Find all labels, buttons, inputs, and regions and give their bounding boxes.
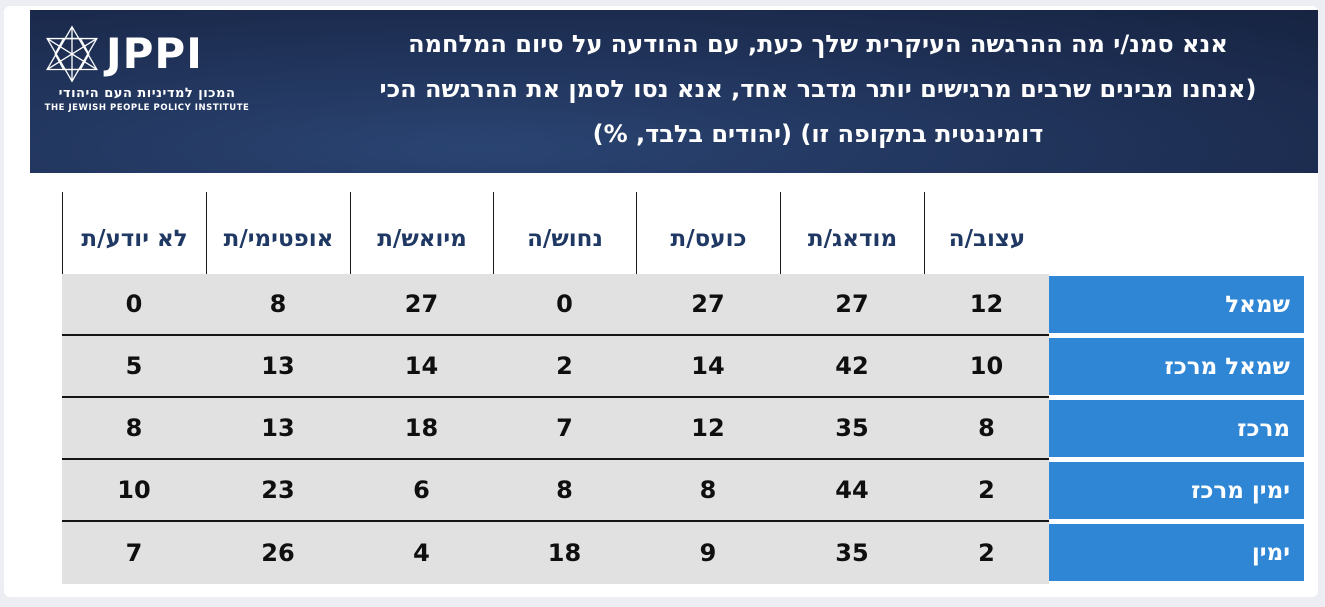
cell-value: 14 [350,336,493,398]
column-header-determined: נחוש/ה [493,192,636,274]
cell-value: 8 [206,274,350,336]
cell-value: 23 [206,460,350,522]
header-label-spacer [1049,192,1304,274]
row-label-center-right: ימין מרכז [1049,460,1304,522]
logo-acronym: JPPI [106,29,203,78]
title-line-2: (אנחנו מבינים שרבים מרגישים יותר מדבר אח… [379,75,1257,103]
title-line-1: אנא סמנ/י מה ההרגשה העיקרית שלך כעת, עם … [408,30,1228,58]
column-header-dont-know: לא יודע/ת [62,192,206,274]
cell-value: 7 [493,398,636,460]
cell-value: 8 [62,398,206,460]
cell-value: 44 [780,460,924,522]
cell-value: 14 [636,336,780,398]
cell-value: 12 [636,398,780,460]
cell-value: 5 [62,336,206,398]
cell-value: 10 [62,460,206,522]
table-header-row: עצוב/ה מודאג/ת כועס/ת נחוש/ה מיואש/ת אופ… [60,192,1304,274]
cell-value: 27 [350,274,493,336]
cell-value: 35 [780,398,924,460]
table-row: ימין מרכז 2 44 8 8 6 23 10 [60,460,1304,522]
cell-value: 7 [62,522,206,584]
row-label-right: ימין [1049,522,1304,584]
column-header-optimistic: אופטימי/ת [206,192,350,274]
table-row: מרכז 8 35 12 7 18 13 8 [60,398,1304,460]
table-row: ימין 2 35 9 18 4 26 7 [60,522,1304,584]
cell-value: 2 [924,522,1049,584]
cell-value: 2 [493,336,636,398]
cell-value: 18 [493,522,636,584]
page-background: JPPI המכון למדיניות העם היהודי THE JEWIS… [4,6,1318,597]
cell-value: 12 [924,274,1049,336]
cell-value: 4 [350,522,493,584]
cell-value: 10 [924,336,1049,398]
cell-value: 13 [206,336,350,398]
header-banner: JPPI המכון למדיניות העם היהודי THE JEWIS… [30,10,1318,173]
star-of-david-icon [42,24,102,84]
table-row: שמאל מרכז 10 42 14 2 14 13 5 [60,336,1304,398]
cell-value: 35 [780,522,924,584]
title-line-3: דומיננטית בתקופה זו) (יהודים בלבד, %) [592,120,1044,148]
cell-value: 0 [493,274,636,336]
cell-value: 2 [924,460,1049,522]
cell-value: 26 [206,522,350,584]
column-header-angry: כועס/ת [636,192,780,274]
cell-value: 8 [924,398,1049,460]
figure-title: אנא סמנ/י מה ההרגשה העיקרית שלך כעת, עם … [330,22,1306,157]
results-table: עצוב/ה מודאג/ת כועס/ת נחוש/ה מיואש/ת אופ… [60,192,1304,584]
column-header-despairing: מיואש/ת [350,192,493,274]
logo-hebrew-name: המכון למדיניות העם היהודי [58,86,236,101]
row-label-left: שמאל [1049,274,1304,336]
row-label-center-left: שמאל מרכז [1049,336,1304,398]
column-header-sad: עצוב/ה [924,192,1049,274]
cell-value: 6 [350,460,493,522]
logo-english-name: THE JEWISH PEOPLE POLICY INSTITUTE [44,103,250,113]
column-header-worried: מודאג/ת [780,192,924,274]
row-label-center: מרכז [1049,398,1304,460]
cell-value: 27 [636,274,780,336]
jppi-logo-top: JPPI [42,24,252,84]
jppi-logo: JPPI המכון למדיניות העם היהודי THE JEWIS… [42,24,252,113]
cell-value: 42 [780,336,924,398]
cell-value: 13 [206,398,350,460]
cell-value: 18 [350,398,493,460]
cell-value: 0 [62,274,206,336]
cell-value: 8 [636,460,780,522]
table-row: שמאל 12 27 27 0 27 8 0 [60,274,1304,336]
cell-value: 8 [493,460,636,522]
cell-value: 27 [780,274,924,336]
cell-value: 9 [636,522,780,584]
